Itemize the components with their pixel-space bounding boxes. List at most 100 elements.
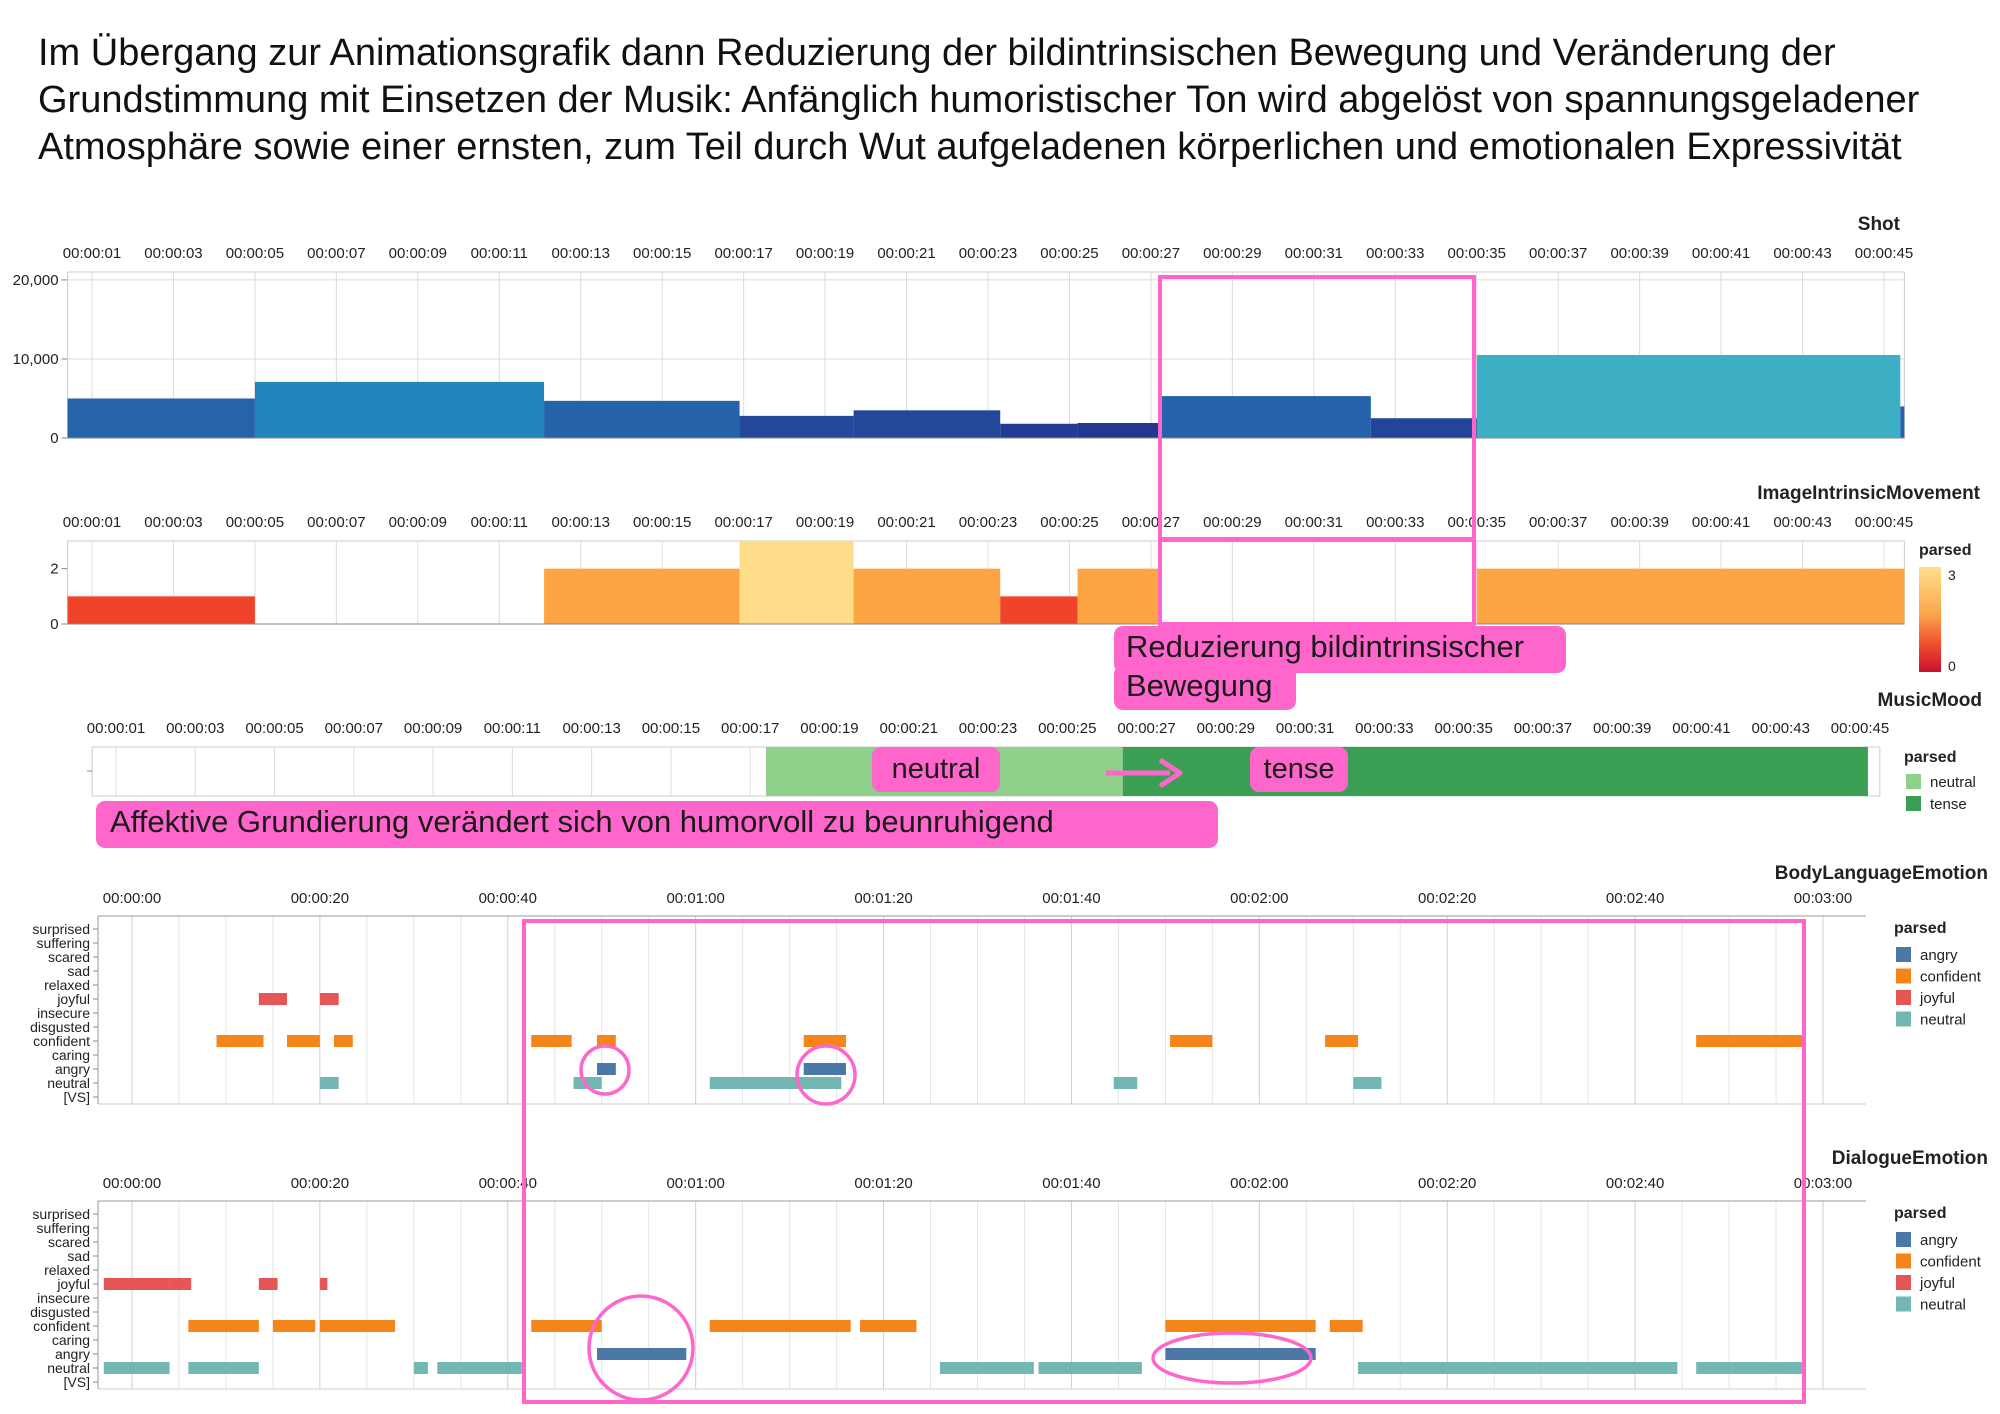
dialogue-segment-confident: [709, 1320, 851, 1332]
body-language-y-tick-label: caring: [52, 1047, 90, 1063]
dialogue-x-tick-label: 00:01:40: [1042, 1175, 1100, 1192]
dialogue-x-tick-label: 00:02:20: [1418, 1175, 1476, 1192]
dialogue-segment-neutral: [188, 1362, 259, 1374]
shot-x-tick-label: 00:00:29: [1203, 245, 1261, 262]
music-x-tick-label: 00:00:43: [1752, 720, 1810, 737]
dialogue-segment-confident: [531, 1320, 602, 1332]
shot-x-tick-label: 00:00:21: [877, 245, 935, 262]
music-x-tick-label: 00:00:33: [1355, 720, 1413, 737]
body-language-legend-swatch-joyful: [1896, 990, 1911, 1005]
music-x-tick-label: 00:00:29: [1197, 720, 1255, 737]
movement-bar: [739, 541, 854, 624]
movement-x-tick-label: 00:00:39: [1610, 514, 1668, 531]
movement-note-line-1: Reduzierung bildintrinsischer: [1126, 629, 1524, 664]
body-language-legend-label-angry: angry: [1920, 947, 1958, 964]
music-neutral-chip: [872, 747, 1000, 792]
movement-bar: [544, 568, 740, 624]
shot-y-tick-label: 0: [50, 430, 58, 447]
body-language-x-tick-label: 00:00:00: [103, 890, 161, 907]
body-language-x-tick-label: 00:02:40: [1606, 890, 1664, 907]
shot-x-tick-label: 00:00:27: [1122, 245, 1180, 262]
shot-x-tick-label: 00:00:23: [959, 245, 1017, 262]
movement-x-tick-label: 00:00:15: [633, 514, 691, 531]
body-language-segment-neutral: [319, 1077, 339, 1089]
body-language-x-tick-label: 00:03:00: [1794, 890, 1852, 907]
body-language-y-tick-label: relaxed: [44, 977, 90, 993]
shot-x-tick-label: 00:00:15: [633, 245, 691, 262]
body-language-segment-joyful: [258, 993, 288, 1005]
dialogue-segment-joyful: [258, 1278, 278, 1290]
dialogue-segment-joyful: [169, 1278, 192, 1290]
body-language-y-tick-label: insecure: [37, 1005, 90, 1021]
shot-x-tick-label: 00:00:43: [1773, 245, 1831, 262]
music-x-tick-label: 00:00:01: [87, 720, 145, 737]
body-language-segment-angry: [803, 1063, 846, 1075]
dialogue-x-tick-label: 00:01:20: [854, 1175, 912, 1192]
shot-x-tick-label: 00:00:45: [1855, 245, 1913, 262]
body-language-segment-confident: [287, 1035, 320, 1047]
dialogue-angry-circle-2: [1151, 1331, 1313, 1385]
movement-legend-max: 3: [1948, 567, 1956, 583]
music-legend-label-tense: tense: [1930, 796, 1967, 813]
shot-bar: [544, 400, 740, 438]
shot-bar: [1476, 355, 1901, 438]
music-x-tick-label: 00:00:23: [959, 720, 1017, 737]
music-x-tick-label: 00:00:03: [166, 720, 224, 737]
shot-bar: [1077, 422, 1160, 438]
body-language-x-tick-label: 00:00:40: [479, 890, 537, 907]
dialogue-y-tick-label: confident: [33, 1318, 90, 1334]
body-language-y-tick-label: surprised: [32, 921, 90, 937]
music-x-tick-label: 00:00:13: [562, 720, 620, 737]
movement-bar: [1476, 568, 1905, 624]
music-title: MusicMood: [1878, 690, 1983, 711]
dialogue-y-tick-label: [VS]: [64, 1374, 90, 1390]
dialogue-segment-confident: [860, 1320, 917, 1332]
dialogue-x-tick-label: 00:03:00: [1794, 1175, 1852, 1192]
movement-x-tick-label: 00:00:01: [63, 514, 121, 531]
dialogue-legend-title: parsed: [1894, 1205, 1946, 1222]
movement-x-tick-label: 00:00:27: [1122, 514, 1180, 531]
movement-x-tick-label: 00:00:23: [959, 514, 1017, 531]
shot-x-tick-label: 00:00:33: [1366, 245, 1424, 262]
movement-x-tick-label: 00:00:33: [1366, 514, 1424, 531]
body-language-y-tick-label: neutral: [47, 1075, 90, 1091]
movement-note-chip-1: [1114, 626, 1566, 673]
movement-title: ImageIntrinsicMovement: [1757, 483, 1980, 504]
body-language-segment-neutral: [1353, 1077, 1382, 1089]
music-x-tick-label: 00:00:37: [1514, 720, 1572, 737]
dialogue-segment-neutral: [1357, 1362, 1678, 1374]
movement-bar: [853, 568, 1001, 624]
dialogue-emotion-chart: DialogueEmotion 00:00:00 00:00:20 00:00:40 0…: [30, 1148, 1988, 1390]
shot-bar: [739, 415, 854, 438]
body-language-title: BodyLanguageEmotion: [1775, 863, 1988, 884]
dialogue-segment-confident: [188, 1320, 259, 1332]
dialogue-y-tick-label: relaxed: [44, 1262, 90, 1278]
shot-bar: [1370, 418, 1477, 438]
body-language-segment-neutral: [1113, 1077, 1138, 1089]
music-mood-chart: MusicMood 00:00:01 00:00:03 00:00:05 00:00:0…: [87, 690, 1982, 813]
music-arrow-head: [1158, 757, 1183, 789]
dialogue-segment-angry: [1165, 1348, 1316, 1360]
shot-title: Shot: [1858, 214, 1901, 235]
shot-x-tick-label: 00:00:03: [144, 245, 202, 262]
music-x-tick-label: 00:00:31: [1276, 720, 1334, 737]
movement-legend-title: parsed: [1919, 542, 1971, 559]
movement-x-tick-label: 00:00:13: [552, 514, 610, 531]
dialogue-segment-neutral: [103, 1362, 170, 1374]
body-language-x-tick-label: 00:01:40: [1042, 890, 1100, 907]
music-tense-label: tense: [1264, 753, 1335, 785]
shot-bar: [67, 398, 255, 438]
music-legend-swatch-tense: [1906, 796, 1921, 811]
body-language-x-tick-label: 00:00:20: [291, 890, 349, 907]
dialogue-y-tick-label: sad: [67, 1248, 90, 1264]
music-legend-label-neutral: neutral: [1930, 774, 1976, 791]
dialogue-legend-swatch-neutral: [1896, 1296, 1911, 1312]
music-x-tick-label: 00:00:07: [325, 720, 383, 737]
movement-x-tick-label: 00:00:41: [1692, 514, 1750, 531]
dialogue-y-tick-label: disgusted: [30, 1304, 90, 1320]
music-segment-tense: [1122, 747, 1868, 796]
music-neutral-label: neutral: [892, 753, 981, 785]
shot-x-tick-label: 00:00:35: [1448, 245, 1506, 262]
dialogue-y-tick-label: suffering: [37, 1220, 90, 1236]
